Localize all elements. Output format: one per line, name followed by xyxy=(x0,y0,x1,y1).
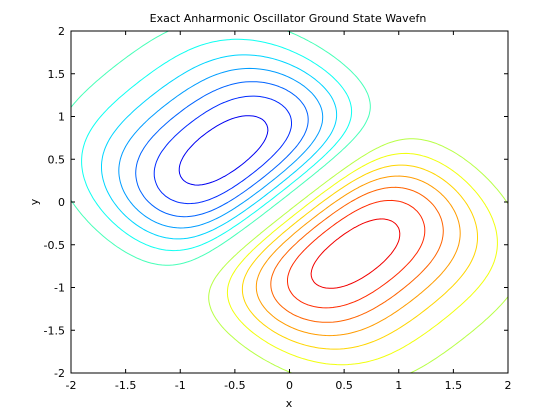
x-tick-label: 2 xyxy=(505,379,512,392)
y-tick-label: -2 xyxy=(54,367,65,380)
contour-level-0.5 xyxy=(270,186,444,323)
y-axis-ticks: -2 -1.5 -1 -0.5 0 0.5 1 1.5 2 xyxy=(44,25,508,380)
x-axis-ticks: -2 -1.5 -1 -0.5 0 0.5 1 1.5 2 xyxy=(66,31,512,392)
x-tick-label: 0.5 xyxy=(335,379,353,392)
contour-level--0.6 xyxy=(153,95,292,205)
x-tick-label: 1 xyxy=(395,379,402,392)
x-axis-label: x xyxy=(286,397,293,410)
contour-level-0.3 xyxy=(241,164,478,350)
contour-level--0.4 xyxy=(118,67,324,229)
x-tick-label: -0.5 xyxy=(224,379,245,392)
y-tick-label: 2 xyxy=(58,25,65,38)
y-tick-label: 0 xyxy=(58,196,65,209)
y-tick-label: 1.5 xyxy=(48,68,66,81)
contour-level-0.6 xyxy=(287,199,426,309)
contour-level--0.7 xyxy=(178,115,269,186)
chart-title: Exact Anharmonic Oscillator Ground State… xyxy=(150,12,427,25)
y-tick-label: -0.5 xyxy=(44,239,65,252)
contour-level-0.7 xyxy=(310,218,401,289)
x-tick-label: -1.5 xyxy=(115,379,136,392)
y-tick-label: -1 xyxy=(54,282,65,295)
contour-level--0.5 xyxy=(135,81,309,218)
contour-level--0.3 xyxy=(101,54,338,240)
y-tick-label: 1 xyxy=(58,111,65,124)
contour-level-0.2 xyxy=(226,152,498,366)
contour-level-0.1 xyxy=(208,138,509,374)
contour-lines xyxy=(70,30,509,374)
x-tick-label: -1 xyxy=(175,379,186,392)
contour-level--0.2 xyxy=(81,38,353,252)
x-tick-label: -2 xyxy=(66,379,77,392)
y-tick-label: -1.5 xyxy=(44,324,65,337)
x-tick-label: 0 xyxy=(286,379,293,392)
contour-level--0.1 xyxy=(70,30,371,266)
x-tick-label: 1.5 xyxy=(445,379,463,392)
y-axis-label: y xyxy=(28,198,41,205)
contour-level-0.4 xyxy=(255,175,461,337)
y-tick-label: 0.5 xyxy=(48,153,66,166)
